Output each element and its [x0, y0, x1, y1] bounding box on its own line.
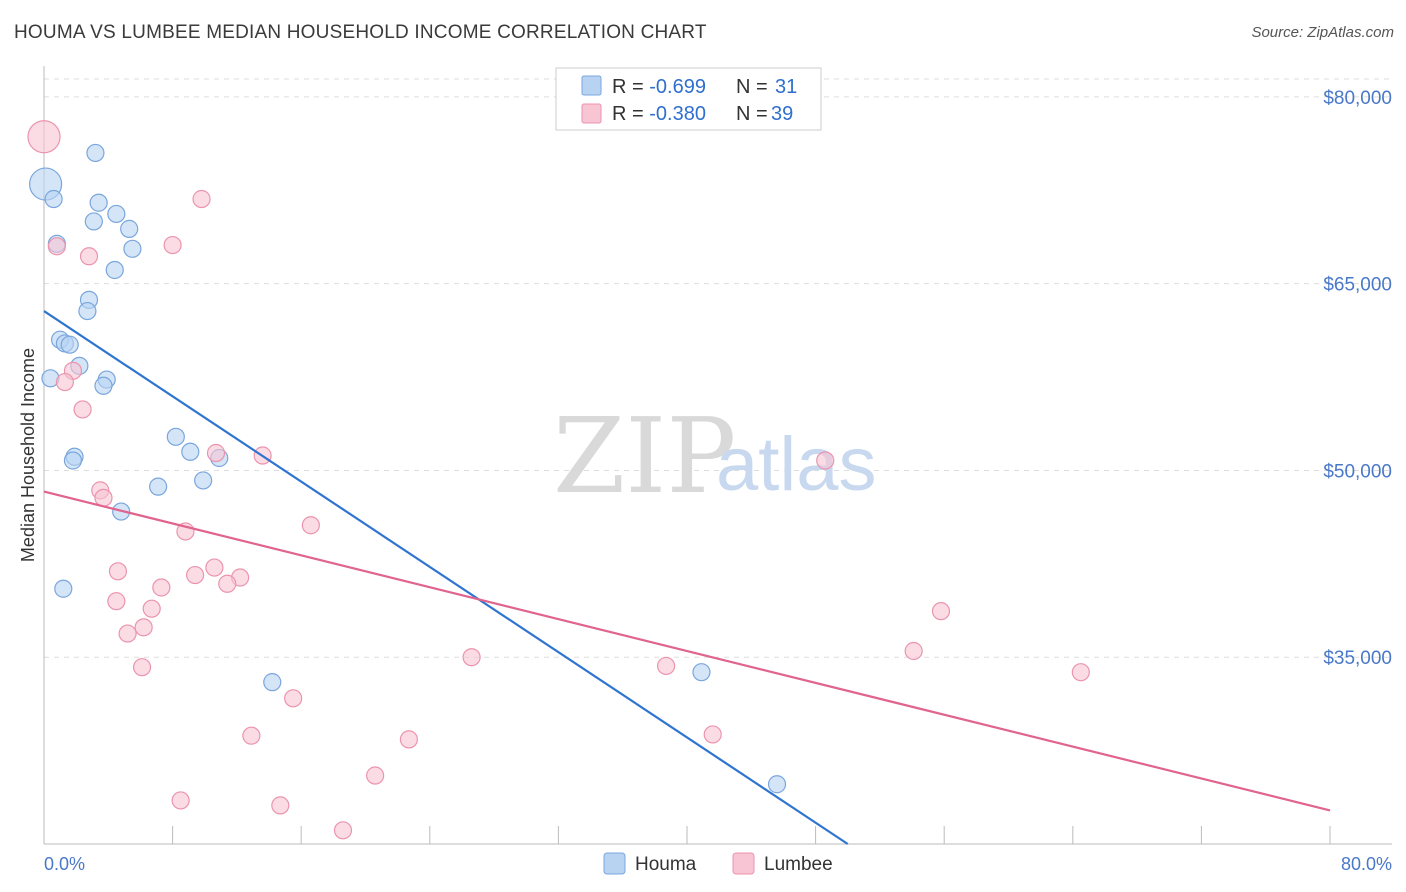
lumbee-point	[462, 648, 481, 667]
houma-point	[78, 301, 97, 321]
lumbee-point	[703, 725, 722, 744]
x-tick-label-min: 0.0%	[44, 854, 85, 874]
legend-r-label-houma: R =	[612, 76, 649, 98]
lumbee-point	[108, 562, 128, 581]
lumbee-point	[186, 565, 205, 585]
series-legend: Houma Lumbee	[603, 852, 833, 875]
bottom-legend-swatch-lumbee	[732, 852, 755, 875]
y-axis-label: Median Household Income	[18, 348, 38, 562]
bottom-legend-label-houma: Houma	[635, 854, 697, 875]
legend-swatch-lumbee	[581, 103, 602, 124]
houma-point	[123, 239, 142, 258]
legend-r-value-houma: -0.699	[649, 76, 706, 98]
lumbee-point	[73, 400, 92, 419]
lumbee-point	[118, 624, 137, 643]
lumbee-point	[163, 235, 182, 255]
houma-point	[89, 193, 108, 212]
trend-lines	[43, 310, 1331, 845]
houma-point	[767, 775, 787, 794]
houma-point	[105, 260, 124, 280]
lumbee-point	[47, 237, 66, 256]
lumbee-point	[816, 451, 835, 470]
chart-title: HOUMA VS LUMBEE MEDIAN HOUSEHOLD INCOME …	[14, 22, 707, 43]
houma-point	[63, 451, 83, 470]
houma-point	[54, 579, 73, 598]
bottom-legend-label-lumbee: Lumbee	[764, 854, 833, 875]
y-tick-label: $35,000	[1323, 648, 1392, 669]
lumbee-point	[132, 658, 152, 677]
lumbee-point	[242, 726, 261, 745]
watermark-zip: ZIP	[553, 395, 736, 517]
legend-n-value-houma: 31	[775, 76, 797, 98]
lumbee-point	[366, 766, 385, 785]
lumbee-point	[399, 730, 419, 749]
lumbee-point	[206, 443, 226, 463]
houma-point	[86, 143, 105, 163]
lumbee-point	[284, 689, 303, 708]
lumbee-point	[904, 641, 923, 661]
houma-trend-line	[43, 310, 849, 845]
houma-point	[692, 663, 711, 682]
lumbee-point	[55, 372, 74, 392]
correlation-legend: R = -0.699 N = 31 R = -0.380 N = 39	[555, 67, 822, 131]
houma-point	[44, 189, 63, 209]
houma-point	[84, 212, 103, 231]
houma-point	[107, 204, 126, 224]
source-credit: Source: ZipAtlas.com	[1251, 24, 1394, 41]
legend-swatch-houma	[581, 75, 602, 96]
watermark: ZIP atlas	[553, 395, 877, 517]
bottom-legend-swatch-houma	[603, 852, 626, 875]
gridlines	[44, 78, 1392, 658]
lumbee-point	[301, 516, 320, 535]
houma-point	[166, 427, 185, 446]
lumbee-point	[107, 592, 126, 611]
data-points	[27, 120, 1090, 840]
legend-row-houma: R = -0.699 N = 31	[612, 76, 797, 98]
lumbee-trend-line	[43, 490, 1331, 812]
legend-row-lumbee: R = -0.380 N = 39	[612, 103, 793, 125]
watermark-atlas: atlas	[716, 422, 877, 507]
y-tick-labels: $35,000 $50,000 $65,000 $80,000	[1323, 88, 1392, 669]
lumbee-point	[142, 599, 161, 618]
legend-r-value-lumbee: -0.380	[649, 103, 706, 125]
legend-n-value-lumbee: 39	[771, 103, 793, 125]
lumbee-point	[27, 120, 61, 154]
houma-point	[120, 219, 139, 238]
y-tick-label: $80,000	[1323, 88, 1392, 109]
lumbee-point	[218, 574, 237, 593]
legend-n-label-houma: N =	[736, 76, 773, 98]
y-tick-label: $65,000	[1323, 275, 1392, 296]
lumbee-point	[333, 821, 353, 840]
lumbee-point	[171, 791, 190, 810]
y-tick-label: $50,000	[1323, 461, 1392, 482]
houma-point	[60, 335, 79, 354]
lumbee-point	[152, 578, 171, 597]
legend-n-label-lumbee: N =	[736, 103, 773, 125]
houma-point	[94, 376, 113, 395]
lumbee-point	[79, 247, 99, 266]
lumbee-point	[192, 189, 211, 209]
houma-point	[149, 477, 168, 496]
lumbee-point	[134, 618, 153, 637]
lumbee-point	[271, 796, 290, 815]
lumbee-point	[1071, 663, 1090, 682]
lumbee-point	[657, 656, 676, 676]
houma-point	[194, 471, 213, 490]
lumbee-point	[205, 558, 224, 577]
legend-r-label-lumbee: R =	[612, 103, 649, 125]
x-tick-label-max: 80.0%	[1341, 854, 1392, 874]
houma-point	[263, 673, 282, 692]
lumbee-point	[931, 602, 951, 621]
houma-point	[181, 442, 200, 461]
